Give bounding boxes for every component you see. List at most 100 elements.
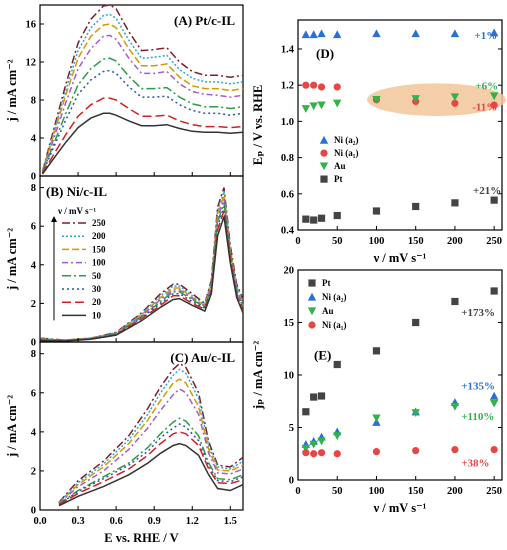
point-D-Ni (a₁) [302,81,310,89]
curve-A-100 [41,34,244,173]
ytick-label-E: 0 [289,476,294,487]
ytick-label-E: 15 [284,318,295,329]
point-E-Ni (a₁) [412,447,420,455]
point-D-Au [317,101,326,110]
point-D-Ni (a₂) [411,29,420,38]
curve-B-10 [39,216,244,342]
ytick-label-A: 8 [31,96,36,107]
ytick-label-C: 8 [31,349,36,360]
xtick-label-C: 0.6 [110,516,123,527]
highlight-ellipse-D [367,83,506,116]
points-E [301,287,499,458]
curve-C-100 [58,387,244,504]
legend-marker-E [307,292,317,301]
curve-C-50 [58,417,244,505]
x-axis-title-C: E vs. RHE / V [104,531,178,545]
legend-entry-E: Ni (a₁) [322,320,346,330]
y-axis-title-B: j / mA cm⁻² [5,228,19,291]
point-D-Ni (a₂) [450,29,460,38]
point-D-Pt [310,216,318,224]
point-D-Au [301,105,311,113]
xtick-label-E: 200 [447,486,463,497]
annotation-D: -11% [472,102,497,114]
curve-A-250 [41,4,244,172]
point-E-Ni (a₁) [302,449,310,457]
point-D-Au [489,92,499,101]
curve-A-50 [41,57,244,173]
curve-C-20 [58,431,244,506]
ytick-label-A: 12 [26,58,37,69]
legend-entry-B: 250 [92,218,106,228]
point-D-Ni (a₁) [451,99,459,107]
ytick-label-A: 16 [26,20,37,31]
panel-title-D: (D) [316,46,334,61]
point-D-Ni (a₁) [317,83,326,91]
ytick-label-B: 0 [31,338,36,349]
curve-A-30 [41,69,244,174]
ytick-label-E: 10 [284,371,295,382]
curve-C-200 [58,368,244,504]
ytick-label-D: 1.2 [281,81,294,92]
legend-marker-E [308,321,316,329]
legend-entry-B: 100 [92,258,106,268]
xtick-label-E: 250 [486,486,502,497]
legend-entry-E: Pt [322,278,331,288]
y-axis-title-D: Eₚ / V vs. RHE [251,85,265,165]
xtick-label-D: 250 [486,236,502,247]
y-axis-title-E: jₚ / mA cm⁻² [251,341,265,411]
ytick-label-D: 0.4 [281,226,295,237]
legend-entry-D: Ni (a₂) [334,135,358,145]
point-E-Pt [372,347,381,355]
point-E-Ni (a₁) [490,445,498,454]
point-D-Au [411,95,420,103]
annotation-E: +135% [461,381,495,393]
curve-B-50 [39,202,244,342]
xtick-label-C: 1.2 [186,516,199,527]
point-D-Pt [490,196,498,204]
point-D-Ni (a₂) [489,28,499,37]
ytick-label-E: 5 [289,423,294,434]
annotation-D: +6% [475,81,498,93]
xtick-label-D: 0 [295,236,300,247]
curve-A-10 [41,112,244,175]
legend-marker-E [307,307,317,316]
point-E-Au [309,440,318,449]
point-D-Au [450,93,460,102]
ytick-label-D: 0.8 [281,153,294,164]
point-D-Au [309,102,318,111]
xtick-label-D: 100 [369,236,385,247]
annotation-E: +173% [461,307,495,319]
point-D-Ni (a₂) [372,29,381,38]
legend-entry-B: 50 [92,271,102,281]
point-D-Ni (a₂) [301,30,311,39]
legend-marker-D [319,162,329,171]
point-D-Au [333,99,342,108]
annotation-E: +110% [461,411,494,423]
point-D-Ni (a₂) [317,29,326,38]
point-E-Pt [302,408,310,416]
xtick-label-E: 50 [332,486,343,497]
legend-entry-B: 150 [92,244,106,254]
curve-A-20 [41,97,244,174]
xtick-label-C: 0.9 [148,516,161,527]
curve-C-250 [58,362,244,503]
point-E-Ni (a₁) [317,449,326,457]
ytick-label-A: 4 [31,134,37,145]
xtick-label-E: 0 [295,486,300,497]
point-E-Ni (a₂) [489,391,499,400]
legend-arrowhead-B [51,216,57,222]
ytick-label-C: 4 [31,427,37,438]
point-D-Ni (a₁) [333,83,341,91]
xtick-label-E: 100 [369,486,385,497]
points-D [301,28,499,224]
legend-marker-D [320,149,328,157]
point-E-Pt [310,393,318,401]
curves-C [58,362,244,507]
point-E-Pt [333,360,341,369]
point-E-Pt [490,287,498,295]
legend-entry-D: Ni (a₁) [334,148,358,158]
annotation-D: +21% [473,185,501,197]
ytick-label-B: 6 [31,222,36,233]
legend-entry-D: Pt [334,174,343,184]
xtick-label-C: 0.0 [33,516,46,527]
